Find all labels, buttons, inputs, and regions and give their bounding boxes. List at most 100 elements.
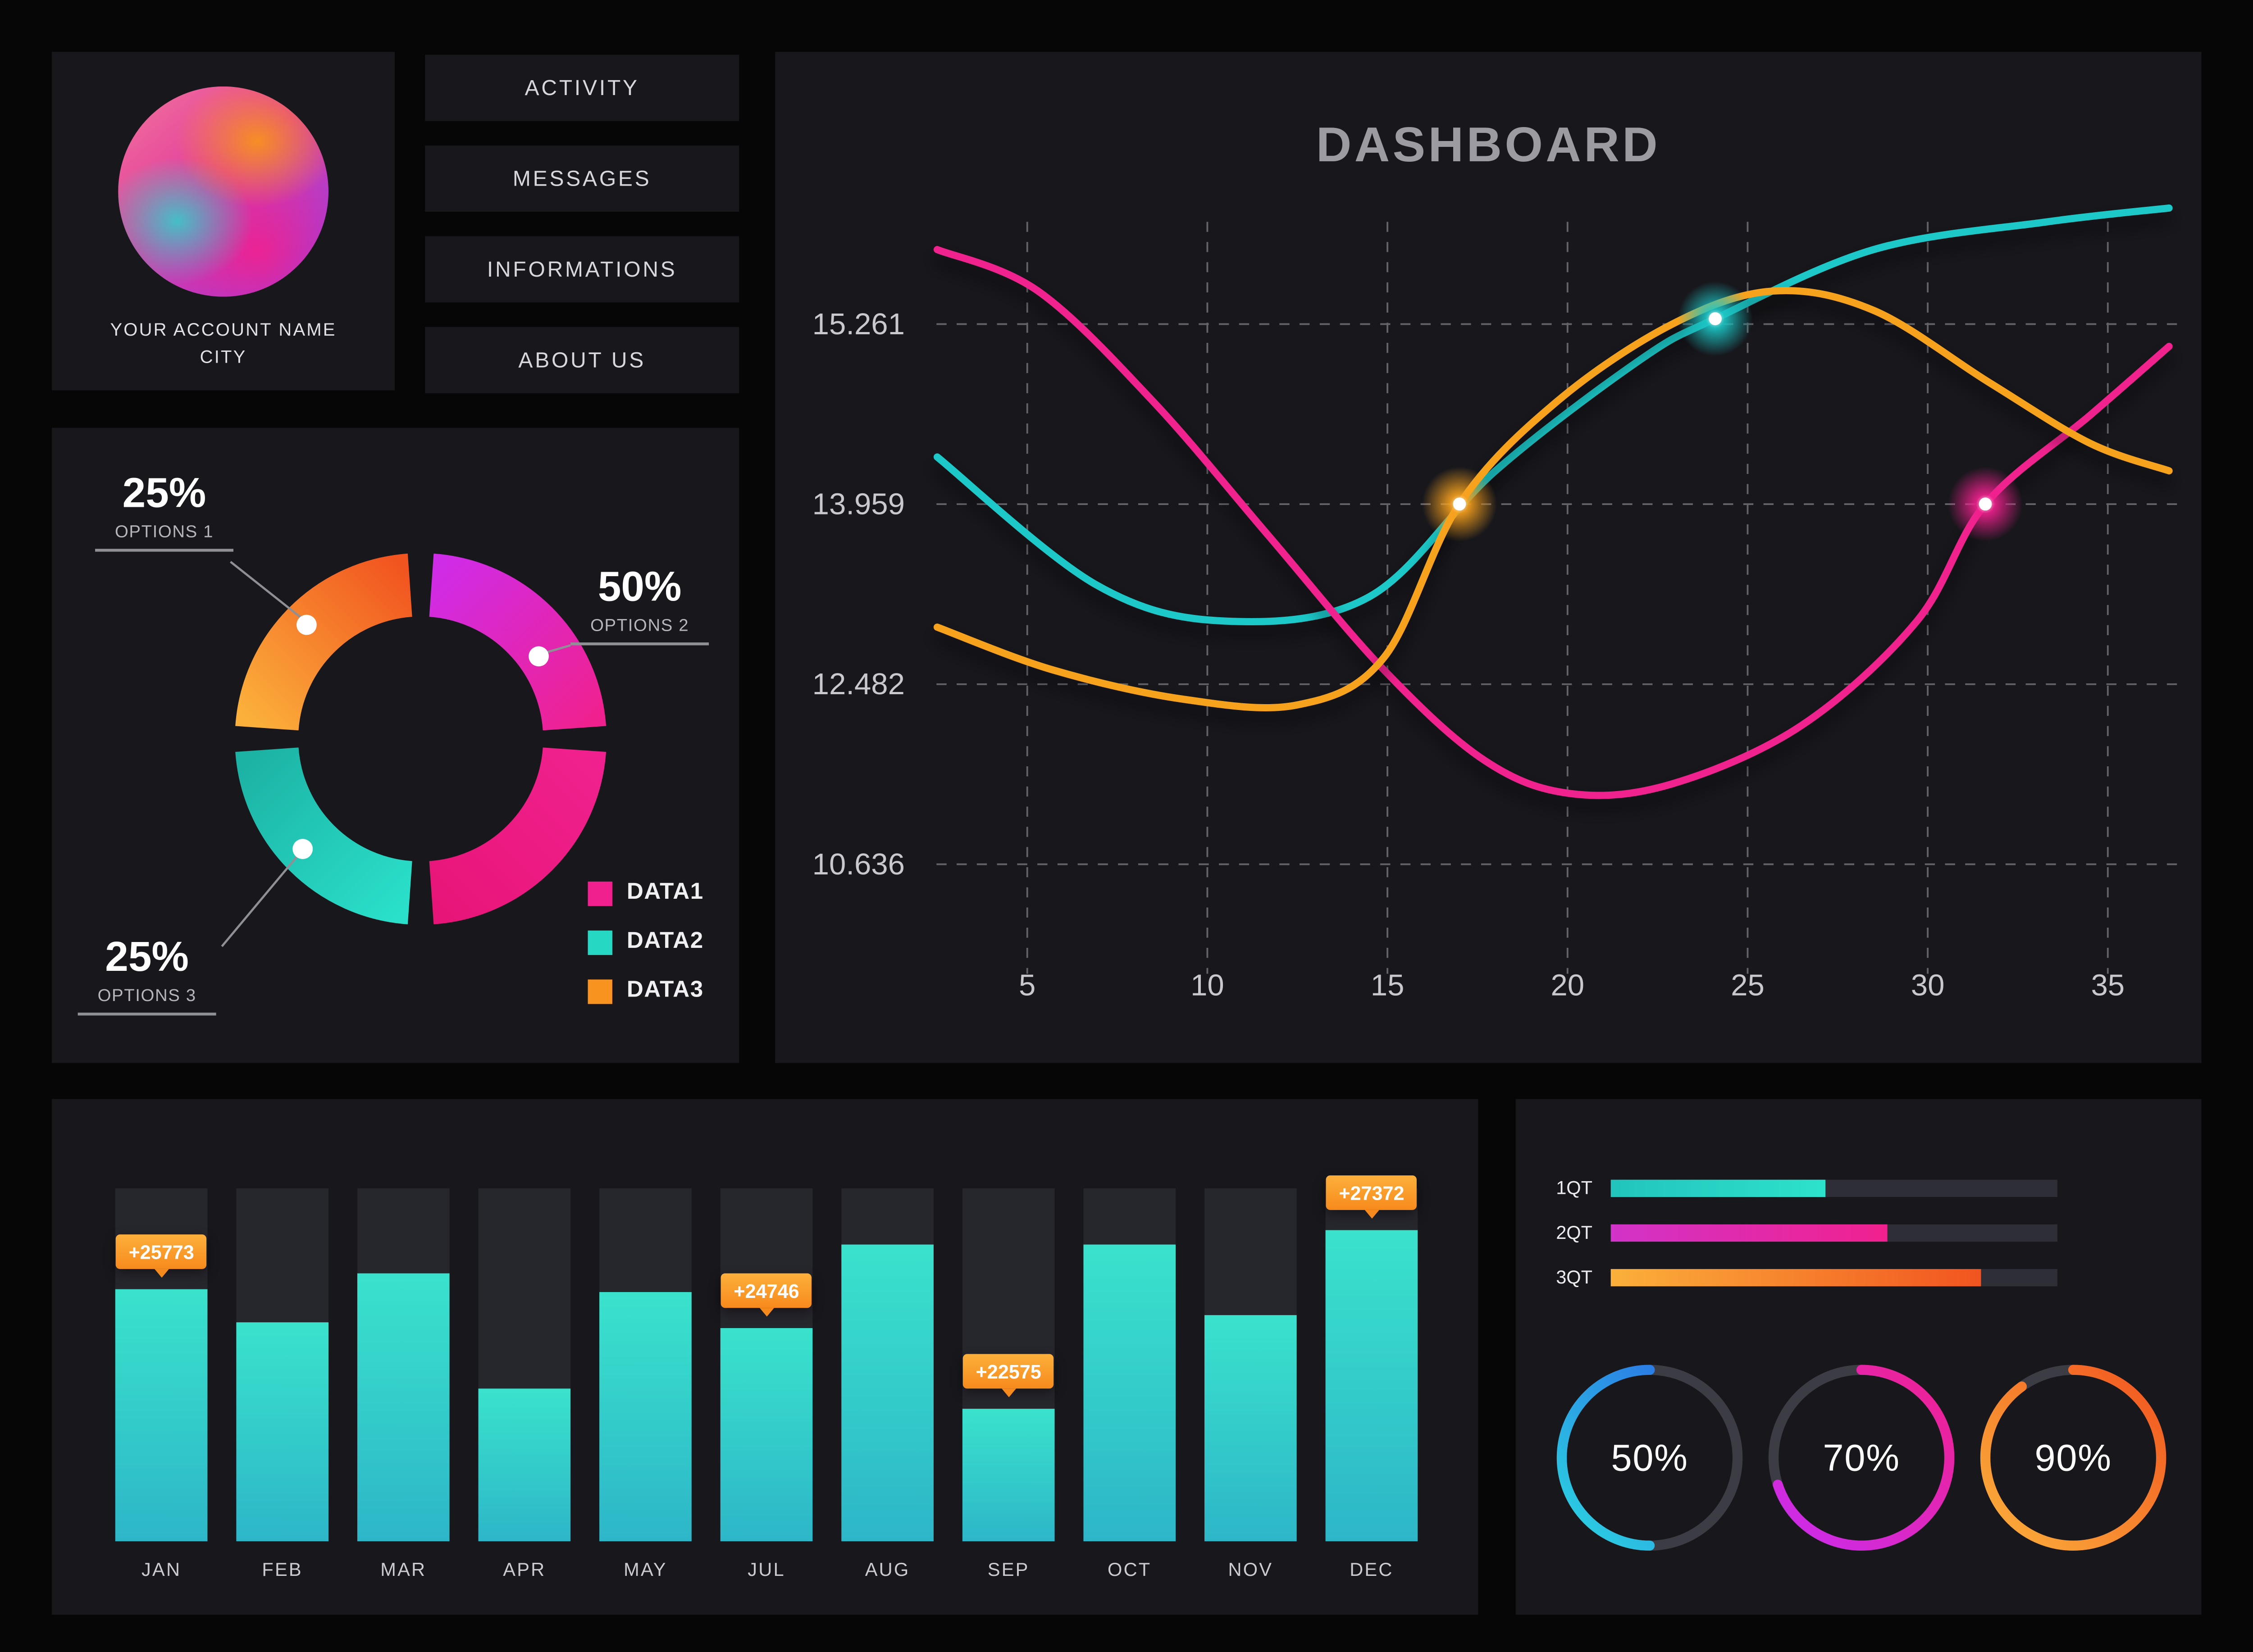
main-menu: ACTIVITY MESSAGES INFORMATIONS ABOUT US [425, 55, 739, 393]
donut-legend: DATA1 DATA2 DATA3 [588, 880, 704, 1027]
progress-fill [1610, 1268, 1982, 1286]
menu-item-informations[interactable]: INFORMATIONS [425, 236, 739, 303]
progress-label: 2QT [1556, 1221, 1593, 1243]
y-tick-label: 10.636 [812, 847, 905, 881]
bar-value-tag: +22575 [962, 1354, 1054, 1389]
bar-nov: NOV [1204, 1188, 1297, 1580]
bar-aug: AUG [841, 1188, 934, 1580]
progress-row-2qt: 2QT [1556, 1221, 2057, 1243]
bar-may: MAY [599, 1188, 692, 1580]
legend-item-data3: DATA3 [588, 978, 704, 1004]
donut-segment [429, 747, 607, 924]
series-teal-marker [1709, 312, 1722, 325]
bar-chart-panel: +25773 JAN FEB MAR APR MAY +24746 JUL AUG +22575 S… [52, 1099, 1478, 1615]
callout-percent: 25% [105, 935, 189, 981]
bar-month-label: NOV [1228, 1558, 1273, 1580]
callout-label: OPTIONS 2 [590, 615, 689, 636]
bar-month-label: APR [503, 1558, 546, 1580]
bar-month-label: MAY [624, 1558, 667, 1580]
donut-chart [221, 553, 607, 947]
progress-label: 1QT [1556, 1177, 1593, 1199]
progress-track [1610, 1268, 2057, 1286]
bar-value-tag: +25773 [115, 1234, 207, 1269]
bar-month-label: SEP [987, 1558, 1030, 1580]
line-chart-panel: DASHBOARD 5 10 15 20 25 30 35 15.261 13.959 12.48… [775, 52, 2202, 1063]
callout-percent: 25% [122, 471, 206, 517]
bar-track [236, 1188, 329, 1542]
gauge-arc [1768, 1365, 1955, 1551]
callout-label: OPTIONS 3 [97, 985, 196, 1006]
bar-dec: +27372 DEC [1325, 1175, 1418, 1580]
avatar [118, 86, 329, 297]
donut-segment [429, 553, 607, 731]
legend-label: DATA2 [626, 929, 704, 954]
donut-callout-options3: 25% OPTIONS 3 [78, 935, 216, 1016]
callout-line [221, 849, 304, 947]
progress-row-1qt: 1QT [1556, 1177, 2057, 1198]
bar-value-tag: +27372 [1326, 1175, 1418, 1210]
bar-month-label: JUL [748, 1558, 785, 1580]
progress-fill [1610, 1179, 1825, 1197]
x-tick-label: 15 [1371, 968, 1405, 1002]
y-tick-label: 12.482 [812, 667, 905, 701]
menu-item-messages[interactable]: MESSAGES [425, 145, 739, 212]
gauge-ring [1768, 1365, 1955, 1551]
bar-fill [962, 1409, 1055, 1542]
bar-fill [720, 1328, 813, 1542]
bar-track [1325, 1188, 1418, 1542]
bar-month-label: JAN [141, 1558, 182, 1580]
series-orange [933, 287, 2173, 712]
line-chart: 5 10 15 20 25 30 35 15.261 13.959 12.482 10.636 [812, 204, 2180, 1002]
account-city: CITY [200, 347, 247, 368]
bar-month-label: FEB [262, 1558, 303, 1580]
x-tick-label: 20 [1551, 968, 1584, 1002]
bar-oct: OCT [1083, 1188, 1176, 1580]
bar-track [357, 1188, 450, 1542]
legend-swatch-orange [588, 978, 612, 1003]
y-tick-label: 13.959 [812, 487, 905, 521]
donut-marker-dot [292, 839, 313, 859]
donut-callout-options2: 50% OPTIONS 2 [570, 564, 709, 646]
donut-segment [235, 747, 413, 924]
callout-percent: 50% [597, 564, 682, 611]
account-name: YOUR ACCOUNT NAME [110, 319, 337, 340]
bar-month-label: DEC [1350, 1558, 1394, 1580]
bar-track [1204, 1188, 1297, 1542]
progress-label: 3QT [1556, 1266, 1593, 1288]
bar-jan: +25773 JAN [115, 1188, 208, 1580]
donut-marker-dot [296, 614, 317, 635]
donut-chart-panel: 25% OPTIONS 1 50% OPTIONS 2 25% OPTIONS … [52, 428, 739, 1063]
progress-track [1610, 1179, 2057, 1197]
gauge-70: 70% [1760, 1357, 1962, 1559]
progress-fill [1610, 1224, 1888, 1241]
legend-item-data1: DATA1 [588, 880, 704, 906]
series-pink-marker [1979, 497, 1992, 511]
donut-marker-dot [529, 646, 549, 667]
bar-track [720, 1188, 813, 1542]
bar-month-label: OCT [1108, 1558, 1152, 1580]
bar-fill [599, 1292, 692, 1542]
y-tick-label: 15.261 [812, 307, 905, 341]
gauge-90: 90% [1972, 1357, 2174, 1559]
x-tick-label: 35 [2091, 968, 2125, 1002]
bar-fill [115, 1289, 208, 1542]
bar-month-label: MAR [380, 1558, 427, 1580]
bar-fill [236, 1322, 329, 1542]
gauge-arc [1556, 1365, 1743, 1551]
bar-fill [1325, 1230, 1418, 1542]
dashboard-title: DASHBOARD [1316, 118, 1661, 173]
progress-track [1610, 1224, 2057, 1241]
bar-track [841, 1188, 934, 1542]
legend-label: DATA1 [626, 880, 704, 905]
menu-item-about-us[interactable]: ABOUT US [425, 327, 739, 393]
menu-item-activity[interactable]: ACTIVITY [425, 55, 739, 121]
bar-apr: APR [478, 1188, 571, 1580]
gauge-50: 50% [1549, 1357, 1751, 1559]
bar-mar: MAR [357, 1188, 450, 1580]
bar-fill [478, 1388, 571, 1542]
gauge-percent: 50% [1611, 1435, 1688, 1479]
gauge-ring [1556, 1365, 1743, 1551]
bar-track [1083, 1188, 1176, 1542]
bar-chart: +25773 JAN FEB MAR APR MAY +24746 JUL AUG +22575 S… [115, 1175, 1418, 1580]
